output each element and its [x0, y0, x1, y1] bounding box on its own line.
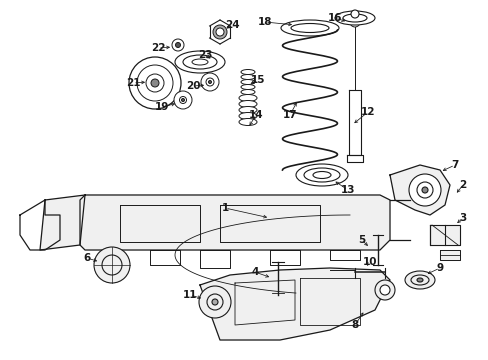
Ellipse shape	[175, 51, 224, 73]
Circle shape	[350, 10, 358, 18]
Circle shape	[174, 91, 192, 109]
Circle shape	[175, 42, 180, 48]
Ellipse shape	[192, 59, 207, 65]
Ellipse shape	[239, 107, 257, 113]
Ellipse shape	[241, 80, 254, 85]
Text: 5: 5	[358, 235, 365, 245]
Text: 16: 16	[327, 13, 342, 23]
Ellipse shape	[239, 100, 257, 108]
Text: 8: 8	[351, 320, 358, 330]
Circle shape	[213, 25, 226, 39]
Ellipse shape	[312, 171, 330, 179]
Text: 10: 10	[362, 257, 376, 267]
Text: 21: 21	[125, 78, 140, 88]
Circle shape	[181, 99, 184, 102]
Text: 18: 18	[257, 17, 272, 27]
Circle shape	[201, 73, 219, 91]
Ellipse shape	[151, 79, 159, 87]
Ellipse shape	[281, 20, 338, 36]
Text: 23: 23	[197, 50, 212, 60]
Circle shape	[416, 182, 432, 198]
Text: 11: 11	[183, 290, 197, 300]
Ellipse shape	[137, 65, 173, 101]
Ellipse shape	[183, 55, 217, 69]
Text: 2: 2	[458, 180, 466, 190]
Circle shape	[199, 286, 230, 318]
Ellipse shape	[239, 112, 257, 120]
Ellipse shape	[241, 90, 254, 94]
Ellipse shape	[146, 74, 163, 92]
Text: 13: 13	[340, 185, 354, 195]
Text: 12: 12	[360, 107, 374, 117]
Ellipse shape	[239, 94, 257, 102]
Ellipse shape	[334, 11, 374, 25]
Text: 17: 17	[282, 110, 297, 120]
Circle shape	[208, 81, 211, 84]
Polygon shape	[439, 250, 459, 260]
Circle shape	[349, 17, 359, 27]
Circle shape	[94, 247, 130, 283]
Text: 9: 9	[436, 263, 443, 273]
Circle shape	[172, 39, 183, 51]
Polygon shape	[80, 195, 389, 250]
Polygon shape	[200, 268, 389, 340]
Ellipse shape	[342, 14, 366, 22]
Polygon shape	[389, 165, 449, 215]
Text: 14: 14	[248, 110, 263, 120]
Text: 19: 19	[155, 102, 169, 112]
Ellipse shape	[290, 23, 328, 32]
Text: 1: 1	[221, 203, 228, 213]
Text: 24: 24	[224, 20, 239, 30]
Circle shape	[379, 285, 389, 295]
Text: 15: 15	[250, 75, 264, 85]
Polygon shape	[429, 225, 459, 245]
Circle shape	[205, 78, 214, 86]
Ellipse shape	[129, 57, 181, 109]
Ellipse shape	[241, 85, 254, 90]
Ellipse shape	[416, 278, 422, 282]
Circle shape	[421, 187, 427, 193]
Circle shape	[206, 294, 223, 310]
Text: 20: 20	[185, 81, 200, 91]
Text: 3: 3	[458, 213, 466, 223]
Circle shape	[374, 280, 394, 300]
Circle shape	[216, 28, 224, 36]
Text: 6: 6	[83, 253, 90, 263]
Ellipse shape	[241, 69, 254, 75]
Circle shape	[212, 299, 218, 305]
Circle shape	[408, 174, 440, 206]
Ellipse shape	[304, 168, 339, 182]
Circle shape	[179, 96, 186, 104]
Text: 22: 22	[150, 43, 165, 53]
Circle shape	[102, 255, 122, 275]
Ellipse shape	[295, 164, 347, 186]
Text: 7: 7	[450, 160, 458, 170]
Ellipse shape	[239, 118, 257, 126]
Polygon shape	[40, 195, 85, 250]
Ellipse shape	[241, 75, 254, 80]
Text: 4: 4	[251, 267, 258, 277]
Ellipse shape	[404, 271, 434, 289]
Ellipse shape	[410, 275, 428, 285]
